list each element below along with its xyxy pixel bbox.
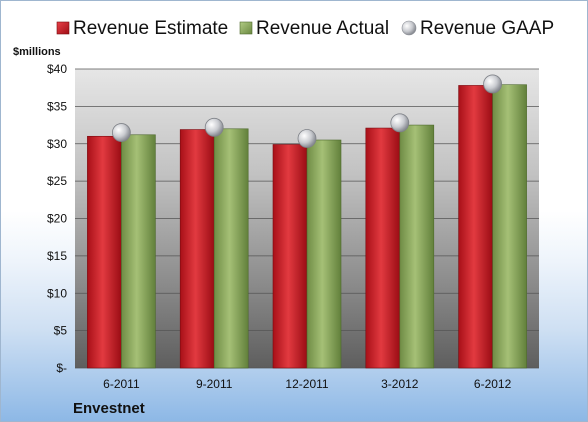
bar-revenue-actual (121, 134, 156, 369)
x-category-label: 9-2011 (196, 377, 233, 391)
marker-revenue-gaap (483, 74, 503, 94)
bar-revenue-estimate (458, 85, 493, 369)
legend-swatch-actual (239, 21, 253, 35)
y-tick-label: $5 (54, 324, 68, 338)
bars (87, 84, 527, 369)
legend-item-gaap: Revenue GAAP (401, 18, 554, 39)
company-name: Envestnet (73, 400, 145, 417)
y-tick-label: $40 (47, 62, 67, 76)
marker-revenue-gaap (204, 117, 224, 137)
marker-revenue-gaap (390, 113, 410, 133)
x-axis-categories: 6-2011 9-2011 12-2011 3-2012 6-2012 (103, 377, 511, 391)
bar-revenue-estimate (179, 129, 215, 369)
legend-label-estimate: Revenue Estimate (73, 18, 228, 39)
legend-item-actual: Revenue Actual (239, 18, 389, 39)
x-category-label: 6-2011 (103, 377, 140, 391)
marker-revenue-gaap (112, 123, 131, 142)
legend-label-gaap: Revenue GAAP (420, 18, 554, 39)
y-tick-label: $20 (47, 212, 67, 226)
bar-revenue-actual (492, 84, 527, 369)
bar-revenue-actual (213, 128, 249, 369)
y-axis-unit-label: $millions (13, 46, 61, 58)
x-category-label: 12-2011 (285, 377, 328, 391)
y-axis-ticks: $- $5 $10 $15 $20 $25 $30 $35 $40 (47, 62, 67, 375)
bar-revenue-estimate (272, 144, 308, 369)
y-tick-label: $25 (47, 174, 67, 188)
y-tick-label: $30 (47, 137, 67, 151)
legend-swatch-estimate (56, 21, 70, 35)
bar-revenue-estimate (87, 135, 122, 369)
y-tick-label: $35 (47, 99, 67, 113)
bar-revenue-estimate (365, 127, 401, 369)
y-tick-label: $10 (47, 286, 67, 300)
x-category-label: 3-2012 (381, 377, 419, 391)
gaap-markers (112, 74, 503, 148)
y-tick-label: $- (56, 361, 67, 375)
legend: Revenue Estimate Revenue Actual Revenue … (56, 18, 554, 39)
legend-marker-gaap (401, 20, 417, 36)
x-category-label: 6-2012 (474, 377, 512, 391)
legend-label-actual: Revenue Actual (256, 18, 389, 39)
legend-item-estimate: Revenue Estimate (56, 18, 228, 39)
y-tick-label: $15 (47, 249, 67, 263)
marker-revenue-gaap (297, 129, 317, 148)
bar-revenue-actual (399, 124, 435, 369)
bar-revenue-actual (306, 139, 342, 369)
